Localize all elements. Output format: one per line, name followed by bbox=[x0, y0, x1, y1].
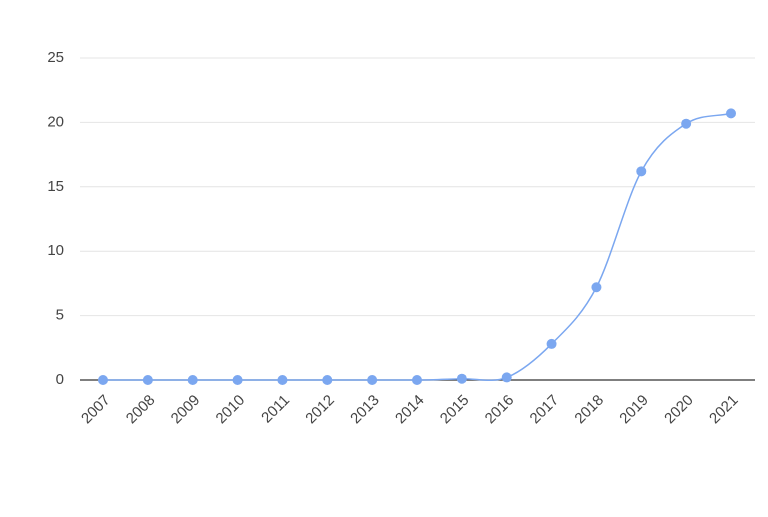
x-tick-label: 2014 bbox=[392, 392, 428, 428]
x-tick-label: 2015 bbox=[437, 392, 473, 428]
y-tick-label: 20 bbox=[47, 113, 64, 130]
point bbox=[322, 375, 333, 385]
x-tick-label: 2011 bbox=[258, 392, 293, 427]
point bbox=[546, 338, 557, 349]
y-tick-label: 0 bbox=[56, 371, 64, 388]
point bbox=[726, 108, 736, 119]
line bbox=[102, 112, 732, 382]
x-tick-label: 2013 bbox=[347, 392, 383, 428]
point bbox=[98, 375, 108, 385]
x-tick-label: 2008 bbox=[123, 392, 159, 428]
point bbox=[142, 375, 153, 385]
x-tick-label: 2020 bbox=[661, 392, 697, 428]
point bbox=[636, 166, 647, 177]
x-tick-label: 2016 bbox=[482, 392, 518, 428]
x-tick-label: 2017 bbox=[527, 392, 563, 428]
point bbox=[681, 118, 692, 129]
point bbox=[412, 375, 422, 385]
point bbox=[591, 282, 602, 293]
y-tick-label: 5 bbox=[56, 307, 64, 324]
x-tick-label: 2012 bbox=[302, 392, 338, 428]
x-tick-label: 2021 bbox=[706, 392, 742, 428]
y-tick-label: 25 bbox=[47, 49, 64, 66]
point bbox=[367, 375, 378, 385]
point bbox=[232, 375, 243, 385]
y-tick-label: 15 bbox=[47, 178, 64, 195]
point bbox=[456, 373, 467, 384]
x-tick-label: 2010 bbox=[213, 392, 249, 428]
x-tick-label: 2019 bbox=[616, 392, 652, 428]
x-tick-label: 2009 bbox=[168, 392, 204, 428]
y-tick-label: 10 bbox=[47, 242, 64, 259]
x-tick-label: 2018 bbox=[571, 392, 607, 428]
point bbox=[187, 375, 198, 385]
point bbox=[277, 375, 288, 385]
x-tick-label: 2007 bbox=[78, 392, 114, 428]
point bbox=[501, 372, 512, 383]
